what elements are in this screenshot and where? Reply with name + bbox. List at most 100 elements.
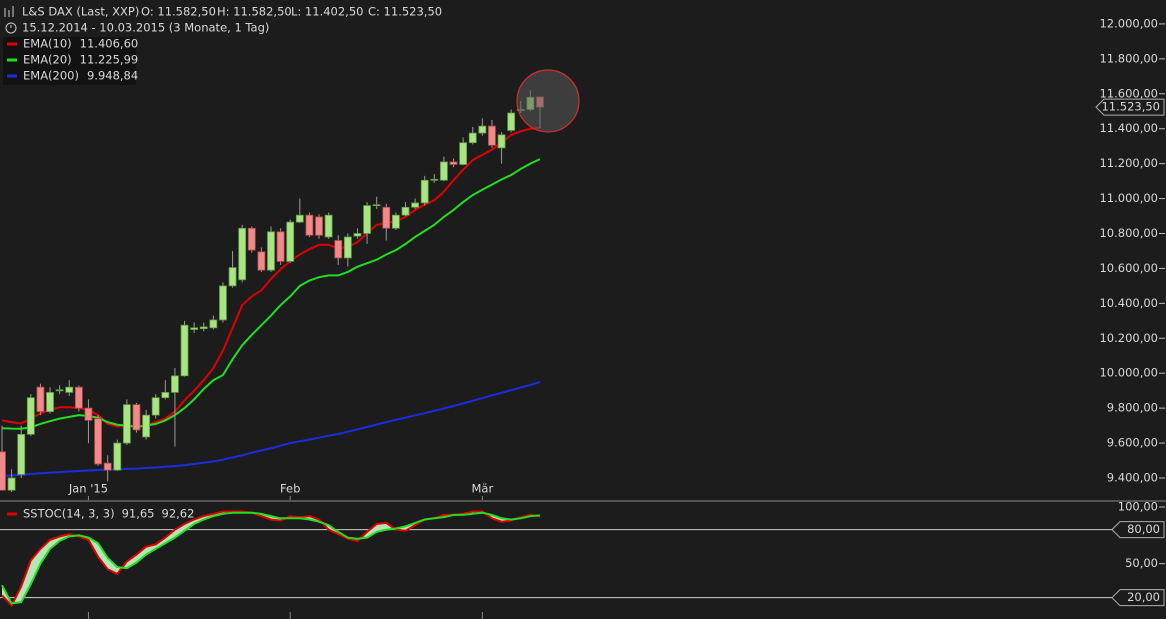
candle-body (305, 214, 314, 236)
close-text: C: 11.523,50 (368, 5, 442, 19)
candle-body (65, 386, 74, 393)
y-tick-label: 10.600,00 (1099, 261, 1158, 275)
instrument: L&S DAX (Last, XXP) (22, 5, 139, 19)
y-tick-label: 100,00 (1118, 499, 1158, 513)
candle-body (295, 214, 304, 223)
candle-body (315, 216, 323, 236)
legend-value: 91,65 (122, 507, 155, 521)
candle-body (286, 221, 295, 262)
x-tick-label: Feb (280, 482, 300, 496)
x-tick-label: Jan '15 (68, 482, 108, 496)
legend-bg (3, 37, 136, 85)
y-tick-label: 10.800,00 (1099, 226, 1158, 240)
candle-body (113, 442, 122, 471)
candle-body (507, 112, 516, 131)
candle-body (171, 375, 179, 393)
legend-value: 9.948,84 (87, 69, 138, 83)
candle-body (363, 205, 371, 234)
legend-value: 92,62 (162, 507, 195, 521)
candle-body (180, 324, 189, 377)
candle-body (219, 285, 227, 321)
candle-body (449, 161, 458, 165)
legend-name: EMA(20) (23, 53, 72, 67)
level-tag (1111, 521, 1165, 539)
legend-name: EMA(200) (23, 69, 79, 83)
candle-body (343, 236, 352, 259)
candle-body (488, 125, 496, 146)
candle-body (391, 214, 400, 229)
high-text: H: 11.582,50 (217, 5, 292, 19)
date-range: 15.12.2014 - 10.03.2015 (3 Monate, 1 Tag… (22, 21, 269, 35)
candle-body (209, 319, 218, 329)
candle-body (420, 179, 429, 204)
y-tick-label: 12.000,00 (1099, 16, 1158, 30)
candle-body (324, 214, 333, 238)
y-tick-label: 11.000,00 (1099, 191, 1158, 205)
candle-body (36, 386, 45, 413)
candle-body (17, 433, 26, 475)
legend-value: 11.406,60 (80, 37, 139, 51)
candle-body (190, 327, 199, 330)
y-tick-label: 9.600,00 (1107, 436, 1158, 450)
candle-body (353, 233, 362, 237)
open-text: O: 11.582,50 (141, 5, 216, 19)
legend-value: 11.225,99 (80, 53, 139, 67)
candle-body (228, 267, 237, 287)
candle-body (238, 227, 247, 281)
candle-body (151, 397, 160, 416)
y-tick-label: 9.800,00 (1107, 401, 1158, 415)
level-tag (1111, 589, 1165, 607)
y-tick-label: 9.400,00 (1107, 470, 1158, 484)
candle-body (497, 134, 506, 149)
y-tick-label: 10.200,00 (1099, 331, 1158, 345)
x-tick-label: Mär (471, 482, 493, 496)
candle-body (94, 418, 102, 465)
candle-body (142, 414, 151, 438)
candle-body (468, 132, 477, 144)
y-tick-label: 11.800,00 (1099, 51, 1158, 65)
candle-body (161, 392, 170, 399)
candle-body (440, 161, 448, 181)
stoch-title: SSTOC(14, 3, 3) (23, 507, 115, 521)
candle-body (372, 204, 381, 207)
candle-body (74, 386, 83, 409)
candle-body (26, 397, 35, 435)
last-price-tag (1095, 98, 1165, 116)
candle-body (103, 462, 112, 471)
legend-swatch (7, 512, 17, 516)
candle-body (247, 227, 256, 251)
candle-body (55, 389, 64, 392)
series-line (1, 381, 541, 478)
y-tick-label: 10.400,00 (1099, 296, 1158, 310)
candle-body (0, 451, 6, 491)
y-tick-label: 11.600,00 (1099, 86, 1158, 100)
y-tick-label: 11.200,00 (1099, 156, 1158, 170)
candle-body (478, 125, 487, 134)
legend-name: EMA(10) (23, 37, 72, 51)
candle-body (267, 231, 275, 271)
candle-body (46, 392, 54, 413)
series-line (1, 511, 541, 605)
level-label: 80,00 (1127, 522, 1160, 536)
candle-body (84, 407, 93, 421)
clock-icon (5, 22, 17, 34)
level-label: 20,00 (1127, 590, 1160, 604)
y-tick-label: 11.400,00 (1099, 121, 1158, 135)
candle-body (459, 142, 468, 165)
legend-swatch (7, 58, 17, 62)
candle-body (122, 404, 131, 444)
candle-body (199, 326, 208, 330)
legend-swatch (7, 42, 17, 46)
candle-body (7, 477, 16, 491)
y-tick-label: 10.000,00 (1099, 366, 1158, 380)
candle-body (401, 206, 410, 216)
y-tick-label: 50,00 (1125, 556, 1158, 570)
candle-body (257, 251, 266, 271)
candle-body (132, 404, 141, 431)
last-price-label: 11.523,50 (1101, 100, 1160, 114)
candle-body (382, 206, 391, 229)
low-text: L: 11.402,50 (291, 5, 363, 19)
candle-body (334, 240, 343, 259)
candle-body (411, 202, 420, 208)
